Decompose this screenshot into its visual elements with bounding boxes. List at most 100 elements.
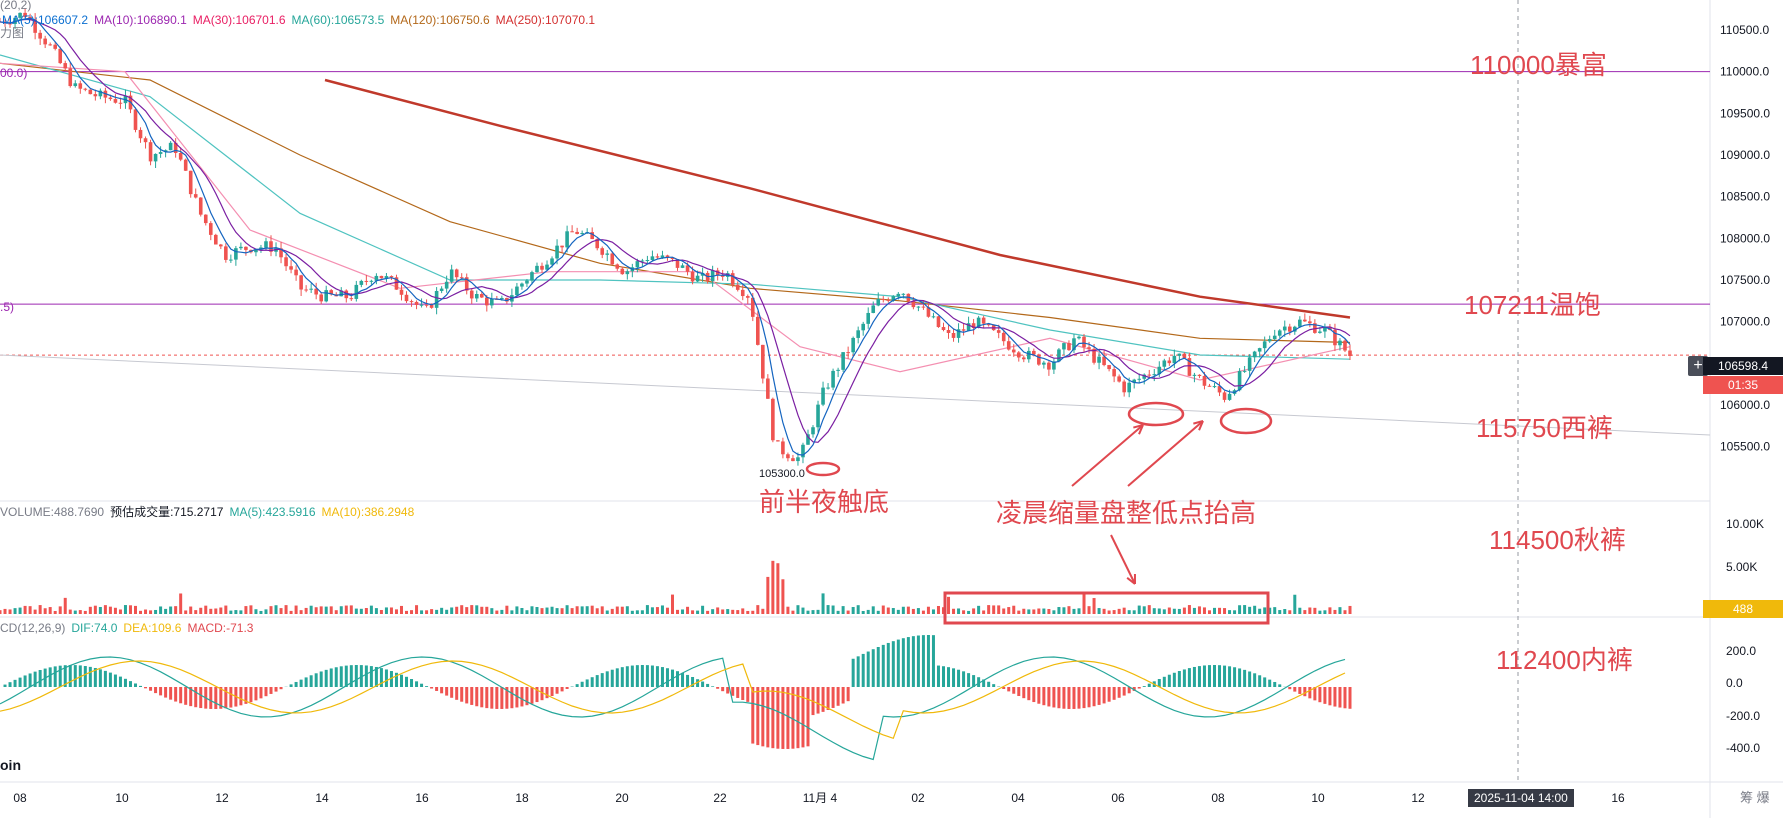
macd-bar <box>912 636 915 687</box>
candle-body <box>184 160 188 171</box>
volume-bar <box>571 608 574 614</box>
volume-bar <box>551 607 554 614</box>
macd-bar <box>1148 684 1151 687</box>
volume-bar <box>857 605 860 614</box>
volume-bar <box>1263 607 1266 614</box>
volume-bar <box>591 606 594 614</box>
volume-bar <box>129 605 132 614</box>
volume-bar <box>244 606 247 614</box>
candle-body <box>460 277 464 278</box>
volume-bar <box>1308 607 1311 614</box>
macd-bar <box>651 666 654 687</box>
volume-bar <box>400 606 403 614</box>
arrow-annotation-2 <box>1128 421 1203 486</box>
candle-body <box>1263 341 1267 348</box>
macd-bar <box>706 684 709 687</box>
candle-body <box>1303 320 1307 322</box>
candle-body <box>114 99 118 103</box>
volume-bar <box>952 609 955 614</box>
macd-bar <box>280 687 283 689</box>
volume-bar <box>576 606 579 614</box>
volume-bar <box>4 609 7 614</box>
macd-legend-item-3: MACD:-71.3 <box>187 621 253 635</box>
macd-bar <box>440 687 443 693</box>
candle-body <box>776 440 780 441</box>
macd-bar <box>144 687 147 688</box>
candle-body <box>159 152 163 154</box>
candle-body <box>450 269 454 281</box>
candle-body <box>109 98 113 99</box>
volume-bar <box>300 610 303 614</box>
price-tick-label: 107500.0 <box>1720 273 1770 287</box>
candle-body <box>420 305 424 306</box>
candle-body <box>1077 337 1081 339</box>
volume-bar <box>189 607 192 614</box>
candle-body <box>1152 374 1156 375</box>
volume-bar <box>561 608 564 614</box>
macd-bar <box>621 667 624 687</box>
macd-bar <box>586 679 589 687</box>
volume-bar <box>425 610 428 614</box>
volume-bar <box>1198 606 1201 614</box>
candle-body <box>1298 320 1302 327</box>
candle-body <box>1097 357 1101 363</box>
macd-bar <box>415 681 418 687</box>
volume-bar <box>902 607 905 614</box>
macd-bar <box>806 687 809 746</box>
candle-body <box>119 103 123 104</box>
macd-bar <box>410 679 413 687</box>
macd-bar <box>425 686 428 687</box>
candle-body <box>480 294 484 297</box>
volume-bar <box>460 605 463 614</box>
macd-bar <box>169 687 172 700</box>
macd-bar <box>320 671 323 687</box>
candle-body <box>550 258 554 264</box>
macd-bar <box>1323 687 1326 704</box>
candle-body <box>876 299 880 305</box>
macd-bar <box>922 635 925 687</box>
volume-bar <box>546 608 549 614</box>
macd-bar <box>1022 687 1025 698</box>
time-tick-label: 10 <box>115 791 129 805</box>
macd-bar <box>430 687 433 689</box>
volume-bar <box>1203 607 1206 614</box>
volume-bar <box>671 595 674 614</box>
macd-bar <box>937 666 940 687</box>
candle-body <box>871 305 875 313</box>
macd-bar <box>1208 665 1211 687</box>
candle-body <box>942 327 946 330</box>
volume-bar <box>1323 610 1326 614</box>
macd-bar <box>39 670 42 687</box>
macd-bar <box>470 687 473 705</box>
macd-bar <box>656 666 659 687</box>
candle-body <box>500 298 504 299</box>
volume-bar <box>470 605 473 614</box>
macd-bar <box>259 687 262 698</box>
macd-bar <box>450 687 453 698</box>
macd-bar <box>194 687 197 707</box>
axis-settings-icon[interactable]: 筹 爆 <box>1740 791 1770 805</box>
macd-bar <box>551 687 554 696</box>
price-tick-label: 108000.0 <box>1720 231 1770 245</box>
macd-bar <box>581 682 584 687</box>
volume-bar <box>631 611 634 614</box>
volume-bar <box>812 610 815 614</box>
macd-bar <box>631 666 634 687</box>
macd-bar <box>887 643 890 687</box>
candle-body <box>134 109 138 130</box>
candle-body <box>1338 341 1342 346</box>
macd-bar <box>184 687 187 705</box>
volume-bar <box>49 607 52 614</box>
volume-bar <box>796 605 799 614</box>
volume-bar <box>164 609 167 614</box>
volume-bar <box>475 605 478 614</box>
macd-bar <box>771 687 774 748</box>
candle-body <box>1112 369 1116 376</box>
candle-body <box>731 273 735 285</box>
macd-bar <box>495 687 498 709</box>
time-tick-label: 08 <box>13 791 27 805</box>
candle-body <box>1117 376 1121 381</box>
macd-bar <box>1318 687 1321 702</box>
